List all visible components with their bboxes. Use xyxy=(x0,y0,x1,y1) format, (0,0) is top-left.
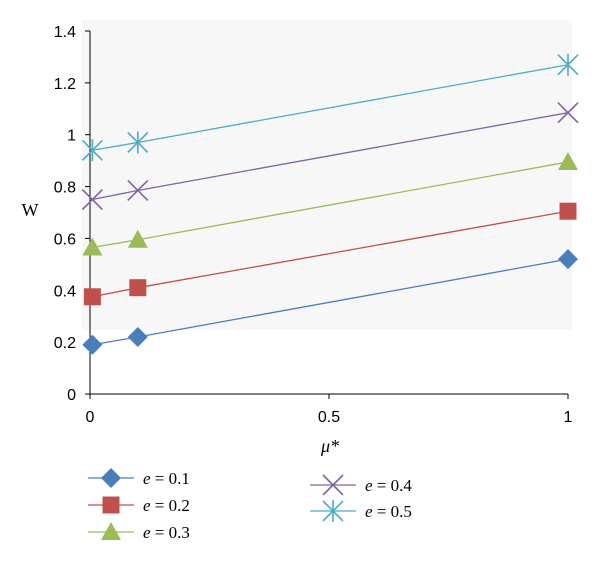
data-point xyxy=(129,279,147,297)
y-tick-label: 0 xyxy=(67,387,76,404)
x-tick-label: 0.5 xyxy=(318,409,340,426)
data-point xyxy=(559,202,577,220)
y-tick-label: 1.4 xyxy=(54,24,76,41)
y-axis-label: W xyxy=(22,200,39,220)
y-tick-label: 0.4 xyxy=(54,283,76,300)
legend-item: e = 0.3 xyxy=(88,522,190,542)
x-tick-label: 1 xyxy=(564,409,573,426)
series-4 xyxy=(81,102,579,211)
legend-label: e = 0.1 xyxy=(143,469,190,488)
legend-label: e = 0.4 xyxy=(365,476,412,495)
legend-marker xyxy=(102,496,120,514)
y-tick-label: 0.6 xyxy=(54,231,76,248)
legend-item: e = 0.5 xyxy=(310,500,412,522)
data-point xyxy=(82,237,103,256)
series-2 xyxy=(83,202,577,306)
plot-background xyxy=(82,20,572,330)
x-tick-label: 0 xyxy=(86,409,95,426)
data-point xyxy=(557,102,579,124)
data-point xyxy=(81,139,103,162)
data-point xyxy=(558,249,578,270)
x-axis-label: μ* xyxy=(320,436,339,456)
data-point xyxy=(127,131,149,154)
legend-marker xyxy=(101,468,121,488)
legend-label: e = 0.2 xyxy=(143,496,190,515)
legend-item: e = 0.2 xyxy=(88,496,190,515)
data-point xyxy=(558,151,578,170)
legend-marker xyxy=(101,522,121,540)
series-5 xyxy=(81,53,579,162)
legend-label: e = 0.3 xyxy=(143,523,190,542)
data-point xyxy=(127,326,148,347)
legend: e = 0.1 e = 0.2 e = 0.3 e = 0.4 e = 0.5 xyxy=(88,468,412,542)
y-axis: 0 0.2 0.4 0.6 0.8 1 1.2 1.4 xyxy=(54,24,91,404)
data-point xyxy=(83,288,101,306)
legend-item: e = 0.4 xyxy=(310,474,412,496)
series-layer xyxy=(81,53,579,355)
x-axis: 0 0.5 1 xyxy=(86,393,573,426)
legend-item: e = 0.1 xyxy=(88,468,190,488)
y-tick-label: 0.8 xyxy=(54,180,76,197)
data-point xyxy=(82,334,103,355)
data-point xyxy=(127,229,148,248)
y-tick-label: 1 xyxy=(67,128,76,145)
data-point xyxy=(81,188,103,211)
legend-marker xyxy=(322,474,344,496)
plot-area xyxy=(82,20,572,330)
legend-label: e = 0.5 xyxy=(365,502,412,521)
y-tick-label: 1.2 xyxy=(54,76,76,93)
y-tick-label: 0.2 xyxy=(54,335,76,352)
series-1 xyxy=(82,249,578,355)
data-point xyxy=(557,53,579,76)
data-point xyxy=(127,179,149,202)
series-3 xyxy=(82,151,578,256)
legend-marker xyxy=(322,500,344,522)
